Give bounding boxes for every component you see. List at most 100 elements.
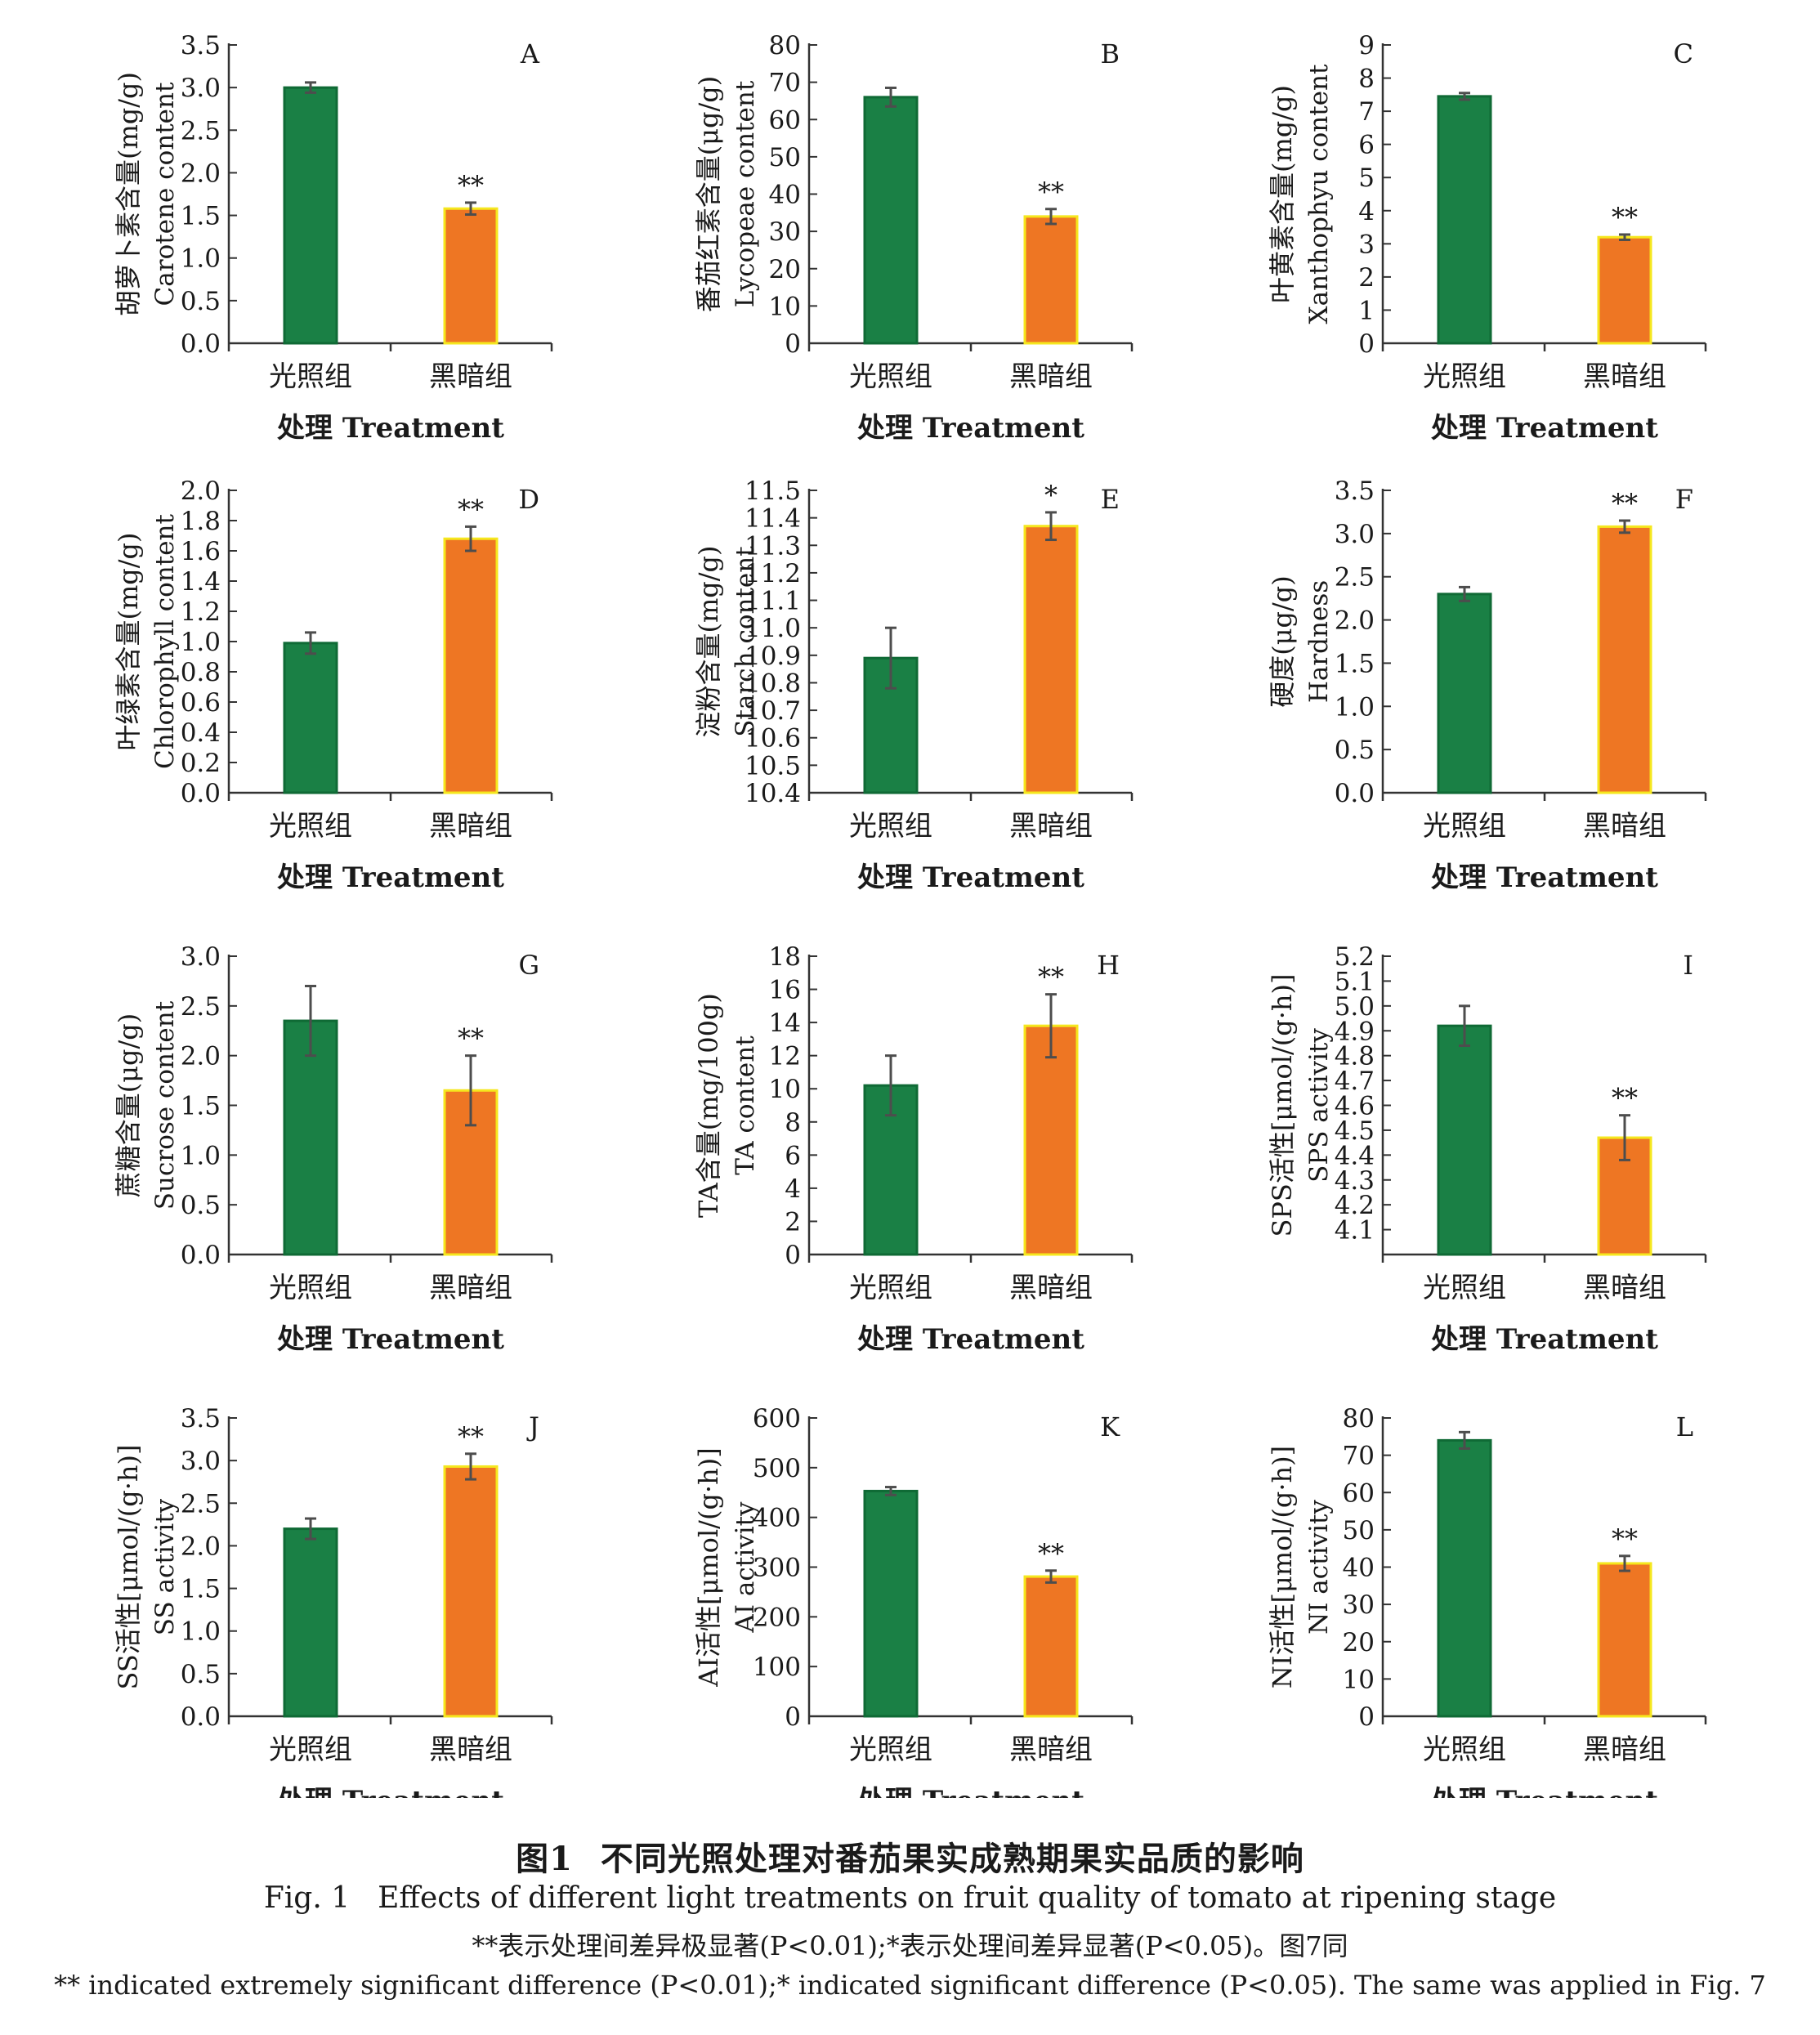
chart-panel-c: 0 1 2 3 4 5 6 7 8 9 光照组 ** 黑暗组 C 处理 Treatment 叶黄素含量(mg/… [1267, 31, 1707, 445]
y-tick-label: 5 [1358, 163, 1375, 193]
y-axis-title-en: Hardness [1304, 580, 1334, 703]
panel-letter: A [520, 38, 540, 69]
y-tick-label: 0.5 [181, 1191, 221, 1220]
chart-panel-b: 0 10 20 30 40 50 60 70 80 光照组 ** 黑暗组 B 处理 Treatment 番茄… [693, 31, 1134, 445]
y-tick-label: 1.5 [181, 1575, 221, 1604]
y-axis-title-en: Sucrose content [150, 1000, 180, 1210]
y-tick-label: 11.5 [745, 476, 801, 506]
y-tick-label: 50 [1343, 1516, 1375, 1545]
bar-dark-group [1023, 1575, 1079, 1718]
significance-mark: ** [1612, 1083, 1638, 1114]
y-tick-label: 10.7 [745, 696, 801, 726]
significance-mark: ** [458, 494, 484, 525]
figure-label-en: Fig. 1 [263, 1881, 351, 1915]
chart-panel-k: 0 100 200 300 400 500 600 光照组 ** 黑暗组 K 处理 Treatment… [693, 1404, 1134, 1798]
y-axis-title-zh: 蔗糖含量(μg/g) [113, 1013, 144, 1198]
y-tick-label: 10.8 [745, 669, 801, 698]
panel-letter: C [1674, 38, 1693, 69]
y-tick-label: 300 [753, 1554, 801, 1583]
figure-title-zh: 图1 不同光照处理对番茄果实成熟期果实品质的影响 [0, 1832, 1820, 1880]
bar-dark-group [1597, 525, 1652, 794]
significance-mark: ** [1038, 962, 1064, 993]
bar-light-group [1437, 1438, 1492, 1718]
panel-letter: J [526, 1411, 539, 1442]
x-tick-label: 黑暗组 [1009, 1272, 1093, 1304]
y-axis-title-en: Starch content [731, 546, 760, 737]
bar-light-group [283, 1527, 338, 1718]
panel-letter: B [1100, 38, 1120, 69]
bar-dark-group [443, 1465, 499, 1718]
y-tick-label: 0.6 [181, 688, 221, 718]
y-tick-label: 500 [753, 1454, 801, 1483]
y-tick-label: 5.2 [1335, 942, 1375, 972]
y-tick-label: 3.0 [1335, 520, 1375, 549]
x-tick-label: 光照组 [849, 360, 932, 393]
x-tick-label: 光照组 [269, 1272, 352, 1304]
y-tick-label: 1.2 [181, 597, 221, 627]
panel-letter: I [1683, 950, 1693, 981]
y-tick-label: 0 [1358, 329, 1375, 359]
bar-light-group [1437, 95, 1492, 345]
y-axis-title-zh: 叶绿素含量(mg/g) [113, 532, 144, 750]
significance-mark: ** [1612, 1523, 1638, 1554]
x-tick-label: 黑暗组 [1583, 810, 1666, 843]
y-tick-label: 30 [1343, 1590, 1375, 1620]
y-tick-label: 7 [1358, 97, 1375, 127]
chart-panel-h: 0 24 6 8 10 12 14 16 18 光照组 ** 黑暗组 H 处理 Treatment TA含量… [693, 942, 1134, 1356]
y-axis-title-en: TA content [731, 1035, 760, 1175]
y-tick-label: 2 [785, 1207, 801, 1237]
significance-mark: ** [1038, 177, 1064, 208]
y-tick-label: 1.5 [1335, 649, 1375, 678]
y-axis-title-zh: 硬度(μg/g) [1267, 575, 1298, 708]
y-tick-label: 4.9 [1335, 1017, 1375, 1046]
y-axis-title-en: Carotene content [150, 82, 180, 306]
y-tick-label: 70 [769, 69, 801, 98]
bar-dark-group [1023, 1024, 1079, 1256]
y-tick-label: 100 [753, 1653, 801, 1682]
y-tick-label: 0.8 [181, 658, 221, 687]
figure-title-zh-text: 不同光照处理对番茄果实成熟期果实品质的影响 [600, 1840, 1304, 1878]
y-tick-label: 2.0 [181, 476, 221, 506]
y-tick-label: 50 [769, 143, 801, 172]
bar-dark-group [443, 207, 499, 345]
y-tick-label: 2.5 [181, 116, 221, 145]
bar-light-group [283, 642, 338, 794]
x-axis-title: 处理 Treatment [1430, 861, 1658, 894]
y-tick-label: 0.0 [1335, 779, 1375, 808]
bar-dark-group [1023, 215, 1079, 345]
y-tick-label: 2.5 [181, 992, 221, 1022]
chart-panel-i: 4.14.24.34.44.54.64.74.84.95.05.15.2 光照组 *… [1267, 942, 1707, 1356]
chart-panel-g: 0.0 0.5 1.0 1.5 2.0 2.5 3.0 光照组 ** 黑暗组 G 处理 Treatme… [113, 942, 553, 1356]
y-tick-label: 1.0 [181, 244, 221, 274]
y-tick-label: 1.0 [181, 1141, 221, 1170]
y-tick-label: 6 [785, 1141, 801, 1170]
x-tick-label: 黑暗组 [429, 360, 512, 393]
y-axis-title-en: Xanthophyu content [1304, 64, 1334, 324]
y-tick-label: 10.9 [745, 642, 801, 671]
x-tick-label: 光照组 [849, 1733, 932, 1766]
y-tick-label: 5.1 [1335, 967, 1375, 996]
y-tick-label: 8 [785, 1108, 801, 1138]
y-tick-label: 16 [769, 976, 801, 1005]
x-tick-label: 黑暗组 [429, 1733, 512, 1766]
bar-light-group [863, 1489, 919, 1718]
y-tick-label: 3.5 [181, 1404, 221, 1433]
x-tick-label: 黑暗组 [1009, 810, 1093, 843]
x-axis-title: 处理 Treatment [856, 1323, 1084, 1356]
y-axis-title-zh: 叶黄素含量(mg/g) [1267, 85, 1298, 303]
chart-panel-j: 0.0 0.5 1.0 1.5 2.0 2.5 3.0 3.5 光照组 ** 黑暗组 J 处理 Trea… [113, 1404, 553, 1798]
chart-panel-e: 10.410.510.610.710.810.911.011.111.211.3… [693, 476, 1134, 894]
y-tick-label: 0.5 [1335, 736, 1375, 765]
y-tick-label: 1.0 [181, 1617, 221, 1647]
bar-dark-group [1597, 235, 1652, 345]
panel-letter: K [1100, 1411, 1120, 1442]
y-tick-label: 11.3 [745, 531, 801, 561]
bar-light-group [1437, 1024, 1492, 1256]
y-tick-label: 8 [1358, 65, 1375, 94]
x-axis-title: 处理 Treatment [1430, 1323, 1658, 1356]
panel-letter: L [1676, 1411, 1693, 1442]
x-tick-label: 黑暗组 [1009, 360, 1093, 393]
figure-panels: 0.0 0.5 1.0 1.5 2.0 2.5 3.0 3.5 光照组 ** 黑暗组 A 处理 Trea… [113, 31, 1707, 1798]
y-tick-label: 600 [753, 1404, 801, 1433]
y-tick-label: 10 [1343, 1665, 1375, 1694]
